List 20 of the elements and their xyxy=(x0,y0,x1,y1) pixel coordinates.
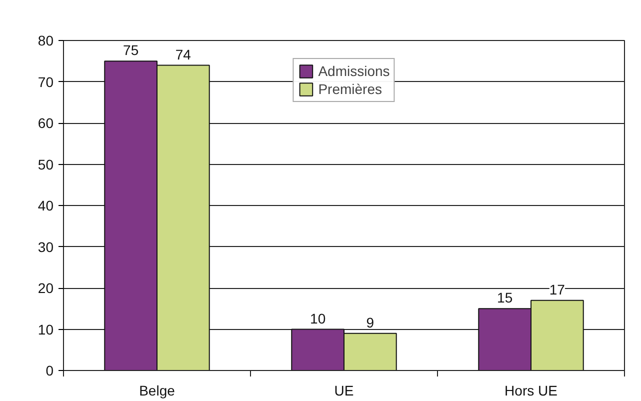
y-tick-label: 20 xyxy=(38,280,54,296)
y-tick-label: 60 xyxy=(38,115,54,131)
y-tick-label: 30 xyxy=(38,238,54,255)
data-label: 75 xyxy=(123,42,139,58)
y-tick-label: 80 xyxy=(38,32,54,48)
data-label: 10 xyxy=(310,310,326,326)
x-tick-label: Hors UE xyxy=(504,382,558,398)
y-tick-label: 0 xyxy=(46,362,54,378)
x-tick-label: UE xyxy=(334,382,354,398)
data-label: 9 xyxy=(366,314,374,330)
y-tick-label: 50 xyxy=(38,156,54,172)
y-tick-label: 10 xyxy=(38,321,54,338)
data-label: 15 xyxy=(497,290,513,306)
x-tick-label: Belge xyxy=(139,382,176,398)
y-tick-label: 40 xyxy=(38,198,54,214)
data-label: 17 xyxy=(549,281,566,298)
y-tick-label: 70 xyxy=(38,74,54,90)
legend-label: Admissions xyxy=(318,63,390,79)
legend-label: Premières xyxy=(318,81,382,97)
data-label: 74 xyxy=(175,46,192,62)
